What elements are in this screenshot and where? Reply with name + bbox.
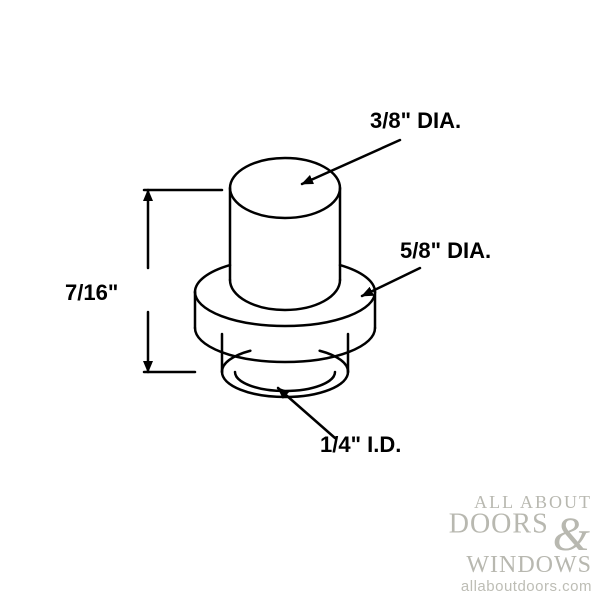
watermark-ampersand: &	[553, 511, 590, 559]
watermark-doors: DOORS	[449, 509, 549, 540]
label-top-diameter: 3/8" DIA.	[370, 108, 461, 134]
watermark-line2: DOORS&	[449, 505, 592, 553]
label-bottom-id: 1/4" I.D.	[320, 432, 401, 458]
watermark-url: allaboutdoors.com	[449, 579, 592, 594]
label-height-dimension: 7/16"	[65, 280, 118, 306]
watermark-logo: ALL ABOUT DOORS& WINDOWS allaboutdoors.c…	[449, 493, 592, 594]
diagram-canvas: 3/8" DIA. 5/8" DIA. 1/4" I.D. 7/16" ALL …	[0, 0, 600, 600]
label-mid-diameter: 5/8" DIA.	[400, 238, 491, 264]
